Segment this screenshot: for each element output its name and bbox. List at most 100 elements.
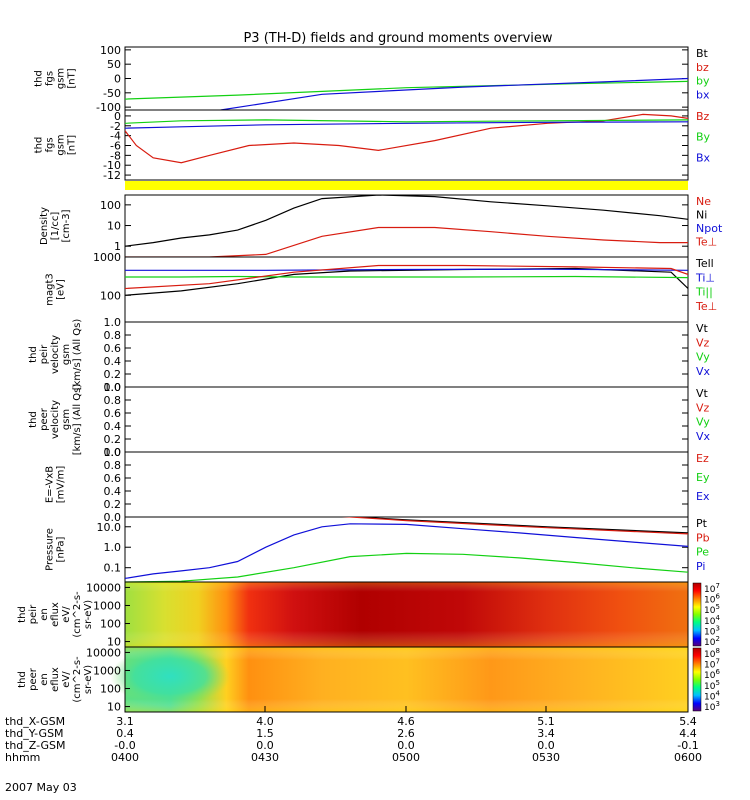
panel-frame xyxy=(124,46,689,111)
y-tick-label: -8 xyxy=(110,149,121,162)
legend-label: Vy xyxy=(696,351,710,364)
series-line-Te⊥ xyxy=(125,264,688,290)
legend-label: Vx xyxy=(696,365,711,378)
y-tick-label: 0.4 xyxy=(104,355,122,368)
legend-label: Ti⊥ xyxy=(695,271,715,284)
y-tick-label: 100 xyxy=(100,44,121,57)
y-axis-label-line: [km/s] (All Qs) xyxy=(72,384,83,456)
y-axis-label-line: peir xyxy=(28,604,39,624)
y-axis-label-line: [nPa] xyxy=(56,536,67,562)
x-axis-value: 0600 xyxy=(674,751,702,764)
legend-label: Pt xyxy=(696,517,708,530)
colorbar-label: 108 xyxy=(704,647,720,660)
colorbar xyxy=(692,582,702,647)
y-axis-label-line: peer xyxy=(39,407,50,431)
y-axis-label: magt3 [eV] xyxy=(45,273,67,306)
y-axis-label-line: eflux xyxy=(50,602,61,627)
series-line-Pi xyxy=(125,523,688,579)
y-tick-label: 0.4 xyxy=(104,485,122,498)
y-axis-label-line: eV/ xyxy=(61,671,72,688)
colorbar-label: 105 xyxy=(704,679,720,692)
y-axis-label-line: eflux xyxy=(50,667,61,692)
y-axis-label: thd fgs gsm [nT] xyxy=(34,134,78,155)
y-axis-label: thd peer en eflux eV/(cm^2-s-sr-eV) xyxy=(17,656,94,703)
y-tick-label: 10000 xyxy=(86,646,121,659)
y-tick-label: 0.8 xyxy=(104,329,122,342)
x-axis-value: 4.0 xyxy=(256,715,274,728)
y-tick-label: 0.8 xyxy=(104,459,122,472)
x-axis-value: 0400 xyxy=(111,751,139,764)
legend-label: Ex xyxy=(696,490,710,503)
x-axis-value: 0.4 xyxy=(116,727,134,740)
colorbar-label: 103 xyxy=(704,700,720,713)
y-axis-label: thd peir en eflux eV/(cm^2-s-sr-eV) xyxy=(17,591,94,638)
legend-label: By xyxy=(696,131,711,144)
colorbar-label: 106 xyxy=(704,593,720,606)
y-tick-label: -4 xyxy=(110,130,121,143)
colorbar-label: 104 xyxy=(704,689,720,702)
y-tick-label: -6 xyxy=(110,139,121,152)
legend-label: Vy xyxy=(696,416,710,429)
legend-label: Bt xyxy=(696,47,709,60)
series-lines xyxy=(125,195,688,257)
legend-label: Te⊥ xyxy=(695,300,717,313)
legend-label: Ey xyxy=(696,471,710,484)
figure-title: P3 (TH-D) fields and ground moments over… xyxy=(243,31,552,46)
panel-frame xyxy=(124,194,689,258)
panel-frame xyxy=(124,386,689,453)
series-lines xyxy=(125,264,688,296)
spectrogram-low-flux-region xyxy=(110,647,230,706)
y-axis-label: E=-VxB [mV/m] xyxy=(45,466,67,504)
x-axis-value: 0500 xyxy=(392,751,420,764)
panel-frame xyxy=(124,516,689,583)
y-tick-label: 100 xyxy=(100,618,121,631)
x-axis-value: -0.0 xyxy=(114,739,135,752)
x-axis: thd_X-GSM 3.1 4.0 4.6 5.1 5.4 thd_Y-GSM 0.4 1.5 2… xyxy=(5,706,702,764)
y-axis-label: thd peir velocity gsm [km/s] (All Qs) xyxy=(28,319,83,391)
panel-quality_flag xyxy=(125,181,688,190)
series-lines xyxy=(125,517,688,582)
y-tick-label: 1.0 xyxy=(104,381,122,394)
legend-label: Bx xyxy=(696,151,711,164)
legend-label: Ti|| xyxy=(695,286,713,299)
series-line-Ni xyxy=(125,195,688,247)
date-label: 2007 May 03 xyxy=(5,781,77,794)
legend-label: Ez xyxy=(696,452,709,465)
y-tick-label: 1000 xyxy=(93,599,121,612)
y-tick-label: 0.8 xyxy=(104,394,122,407)
y-axis-label-line: [1/cc] xyxy=(50,212,61,241)
x-axis-row-label: hhmm xyxy=(5,751,40,764)
y-tick-label: 100 xyxy=(100,683,121,696)
y-axis-label-line: fgs xyxy=(45,137,56,152)
y-axis-label-line: gsm xyxy=(61,409,72,430)
y-tick-label: -50 xyxy=(103,87,121,100)
y-axis-label-line: [cm-3] xyxy=(61,209,72,242)
legend-label: Pi xyxy=(696,560,705,573)
series-line-by xyxy=(125,80,688,100)
y-axis-label-line: thd xyxy=(17,606,28,623)
y-tick-label: 10000 xyxy=(86,581,121,594)
colorbar xyxy=(692,647,702,712)
y-tick-label: 0.2 xyxy=(104,433,122,446)
y-tick-label: 1000 xyxy=(93,251,121,264)
series-line-Tell xyxy=(125,267,688,296)
y-tick-label: 10 xyxy=(107,220,121,233)
y-tick-label: 10 xyxy=(107,636,121,649)
y-axis-label-line: thd xyxy=(34,70,45,87)
y-axis-label-line: (cm^2-s- xyxy=(72,656,83,703)
series-line-Ti|| xyxy=(125,275,688,279)
x-axis-value: 4.6 xyxy=(397,715,415,728)
legend-label: Npot xyxy=(696,222,723,235)
y-axis-label-line: [km/s] (All Qs) xyxy=(72,319,83,391)
legend-label: by xyxy=(696,75,710,88)
series-line-Pe xyxy=(125,552,688,582)
y-tick-label: 0 xyxy=(114,73,121,86)
y-tick-label: 100 xyxy=(100,199,121,212)
x-axis-value: 2.6 xyxy=(397,727,415,740)
x-axis-value: 5.4 xyxy=(679,715,697,728)
